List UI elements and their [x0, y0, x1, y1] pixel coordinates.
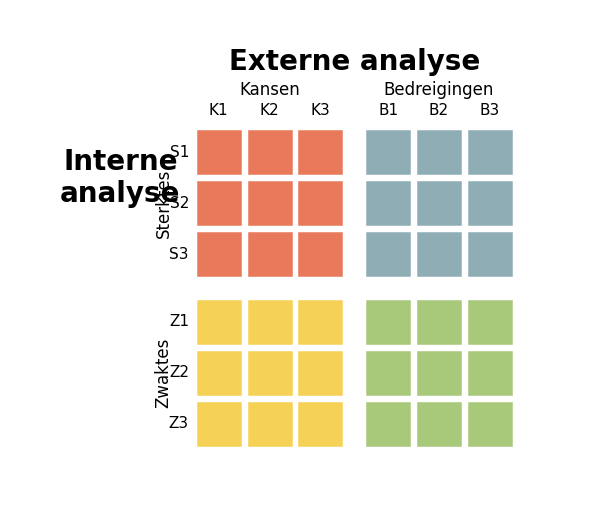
Bar [364, 230, 412, 278]
Text: S1: S1 [170, 145, 189, 160]
Text: Kansen: Kansen [239, 81, 300, 99]
Bar [415, 298, 463, 346]
Text: Bedreigingen: Bedreigingen [384, 81, 494, 99]
Text: S3: S3 [169, 247, 189, 262]
Bar [195, 400, 243, 448]
Bar [296, 400, 344, 448]
Bar [466, 230, 514, 278]
Bar [245, 400, 293, 448]
Bar [296, 128, 344, 176]
Bar [245, 349, 293, 397]
Bar [415, 349, 463, 397]
Bar [296, 230, 344, 278]
Bar [195, 349, 243, 397]
Bar [415, 179, 463, 227]
Bar [415, 400, 463, 448]
Text: Interne
analyse: Interne analyse [60, 148, 181, 208]
Text: B2: B2 [429, 103, 449, 118]
Bar [195, 298, 243, 346]
Text: Sterktes: Sterktes [155, 169, 173, 238]
Bar [296, 179, 344, 227]
Bar [364, 298, 412, 346]
Text: K3: K3 [311, 103, 331, 118]
Bar [195, 128, 243, 176]
Bar [245, 298, 293, 346]
Bar [195, 230, 243, 278]
Text: Z1: Z1 [169, 314, 189, 330]
Text: Z2: Z2 [169, 365, 189, 380]
Bar [364, 349, 412, 397]
Bar [364, 128, 412, 176]
Bar [195, 179, 243, 227]
Text: Zwaktes: Zwaktes [155, 338, 173, 408]
Bar [415, 128, 463, 176]
Bar [364, 179, 412, 227]
Text: Z3: Z3 [169, 416, 189, 431]
Bar [466, 298, 514, 346]
Text: B3: B3 [480, 103, 500, 118]
Text: K1: K1 [209, 103, 229, 118]
Bar [364, 400, 412, 448]
Bar [466, 349, 514, 397]
Bar [466, 400, 514, 448]
Bar [466, 179, 514, 227]
Bar [466, 128, 514, 176]
Bar [296, 298, 344, 346]
Text: K2: K2 [260, 103, 280, 118]
Text: S2: S2 [170, 196, 189, 211]
Bar [245, 179, 293, 227]
Text: Externe analyse: Externe analyse [229, 48, 480, 76]
Bar [296, 349, 344, 397]
Bar [245, 230, 293, 278]
Bar [415, 230, 463, 278]
Bar [245, 128, 293, 176]
Text: B1: B1 [378, 103, 398, 118]
